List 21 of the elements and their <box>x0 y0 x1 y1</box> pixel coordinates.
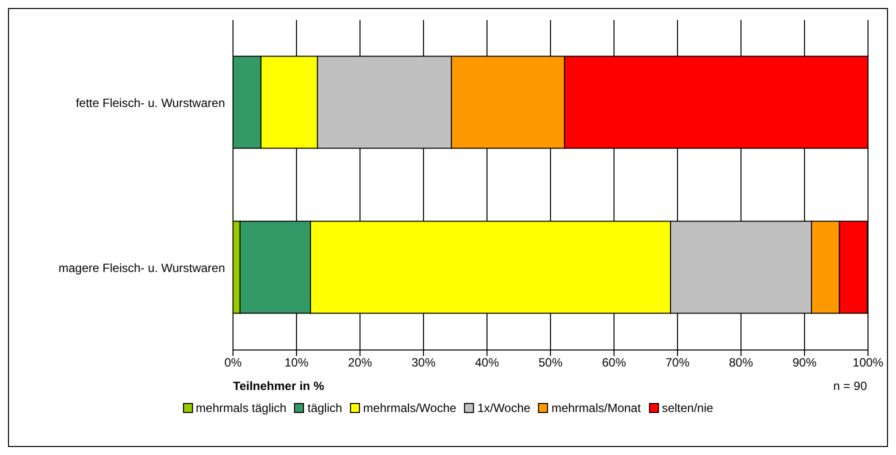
legend-label: mehrmals täglich <box>196 401 286 415</box>
x-tick-label: 80% <box>728 356 754 370</box>
text: n = 90 <box>833 379 867 393</box>
legend-label: täglich <box>307 401 342 415</box>
legend-label: mehrmals/Monat <box>551 401 641 415</box>
x-tick-label: 0% <box>224 356 242 370</box>
x-tick-label: 70% <box>665 356 690 370</box>
y-tick-label: fette Fleisch- u. Wurstwaren <box>76 96 225 110</box>
x-tick-label: 100% <box>852 356 884 370</box>
y-tick-label: magere Fleisch- u. Wurstwaren <box>58 260 225 275</box>
legend-label: mehrmals/Woche <box>363 401 456 415</box>
x-tick-label: 40% <box>474 356 500 370</box>
x-axis-title: Teilnehmer in % <box>233 379 324 393</box>
x-tick-label: 20% <box>348 356 372 370</box>
x-tick-label: 90% <box>792 356 817 370</box>
x-tick-label: 10% <box>284 356 309 370</box>
x-tick-label: 30% <box>411 356 436 370</box>
legend-label: 1x/Woche <box>477 401 530 415</box>
x-tick-label: 50% <box>538 356 563 370</box>
x-tick-label: 60% <box>602 356 626 370</box>
legend-label: selten/nie <box>662 401 714 415</box>
